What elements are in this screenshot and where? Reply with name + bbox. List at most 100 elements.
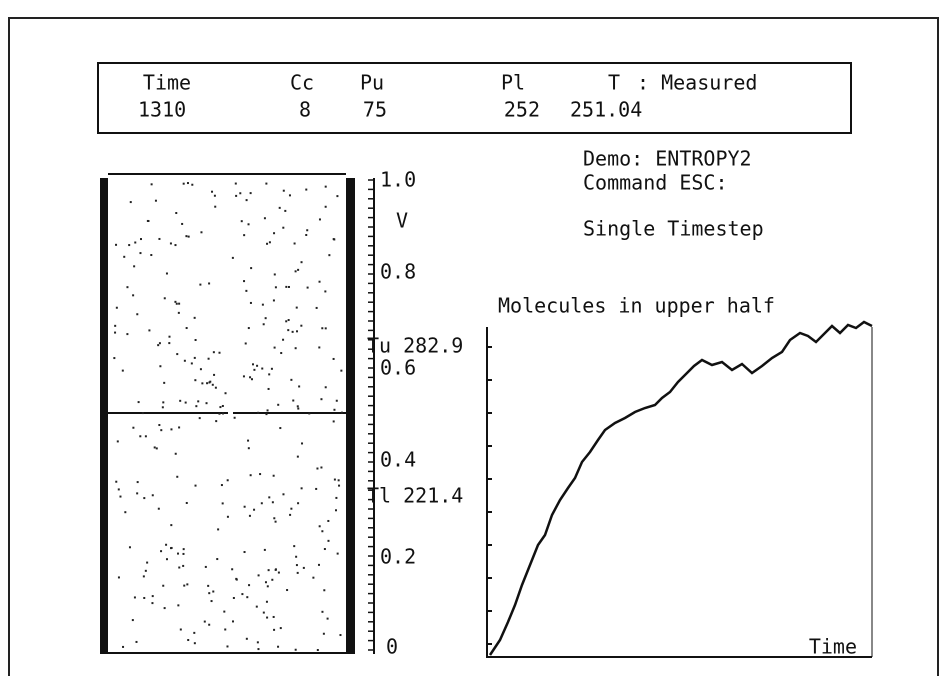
molecule <box>320 398 323 401</box>
molecule <box>257 574 260 577</box>
molecule <box>242 375 245 378</box>
molecule <box>128 546 131 549</box>
molecule <box>296 455 299 458</box>
wall <box>346 178 355 654</box>
molecule <box>213 373 216 376</box>
molecule <box>184 401 187 404</box>
molecule <box>316 467 319 470</box>
molecule <box>324 205 327 208</box>
molecule <box>287 285 290 288</box>
column-value: 8 <box>299 98 311 122</box>
molecule <box>177 311 180 314</box>
molecule <box>157 344 160 347</box>
molecule <box>177 604 180 607</box>
frame <box>8 17 939 676</box>
molecule <box>320 466 323 469</box>
molecule <box>146 219 149 222</box>
molecule <box>285 285 288 288</box>
molecule <box>335 399 338 402</box>
molecule <box>122 645 125 648</box>
molecule <box>294 648 297 651</box>
molecule <box>119 495 122 498</box>
molecule <box>208 282 211 285</box>
container <box>100 173 355 654</box>
molecule <box>332 238 335 241</box>
molecule <box>263 217 266 220</box>
molecule <box>241 593 244 596</box>
molecule <box>273 346 276 349</box>
molecule <box>176 475 179 478</box>
molecule <box>170 524 173 527</box>
molecule <box>129 201 132 204</box>
molecule <box>168 335 171 338</box>
molecule <box>266 242 269 245</box>
molecule <box>279 627 282 630</box>
molecule <box>160 550 163 553</box>
molecule <box>274 520 277 523</box>
molecule <box>132 426 135 429</box>
molecule <box>317 563 320 566</box>
molecule <box>256 364 259 367</box>
molecule <box>207 357 210 360</box>
molecule <box>165 558 168 561</box>
molecule <box>295 555 298 558</box>
molecule <box>248 514 251 517</box>
molecule <box>114 324 117 327</box>
molecule <box>231 256 234 259</box>
scale-label: 0 <box>386 635 398 659</box>
molecule <box>151 602 154 605</box>
molecule <box>193 316 196 319</box>
molecule <box>296 405 299 408</box>
molecule <box>287 319 290 322</box>
molecule <box>336 195 339 198</box>
molecule <box>163 297 166 300</box>
column-value: 251.04 <box>570 98 642 122</box>
molecule <box>246 596 249 599</box>
molecule <box>221 502 224 505</box>
molecule <box>198 417 201 420</box>
molecule <box>114 331 117 334</box>
molecule <box>273 273 276 276</box>
molecule <box>137 401 140 404</box>
molecule <box>270 367 273 370</box>
molecule <box>158 237 161 240</box>
molecule <box>190 362 193 365</box>
molecule <box>235 194 238 197</box>
molecule <box>224 628 227 631</box>
scale: 1.0 V 0.8 Tu 282.9 0.6 0.4 Tl 221.4 0.2 … <box>367 168 463 659</box>
molecule <box>126 333 129 336</box>
molecule <box>226 645 229 648</box>
molecule <box>323 548 326 551</box>
molecule <box>247 327 250 330</box>
molecule <box>327 519 330 522</box>
molecule <box>318 525 321 528</box>
molecule <box>300 324 303 327</box>
molecule <box>268 373 271 376</box>
molecule <box>131 619 134 622</box>
molecule <box>214 205 217 208</box>
molecule <box>153 446 156 449</box>
molecule <box>204 565 207 568</box>
molecule <box>315 306 318 309</box>
molecule <box>194 484 197 487</box>
molecule <box>257 411 260 414</box>
molecule <box>182 548 185 551</box>
molecule <box>194 339 197 342</box>
molecule <box>306 229 309 232</box>
molecule <box>182 182 185 185</box>
molecule <box>117 576 120 579</box>
molecule <box>148 329 151 332</box>
molecule <box>234 182 237 185</box>
molecule <box>260 502 263 505</box>
molecule <box>280 352 283 355</box>
molecule <box>333 478 336 481</box>
molecule <box>220 484 223 487</box>
molecule <box>207 584 210 587</box>
molecule <box>136 492 139 495</box>
molecule <box>265 600 268 603</box>
molecule <box>340 411 343 414</box>
molecule <box>208 623 211 626</box>
molecule <box>264 317 267 320</box>
molecule <box>226 515 229 518</box>
